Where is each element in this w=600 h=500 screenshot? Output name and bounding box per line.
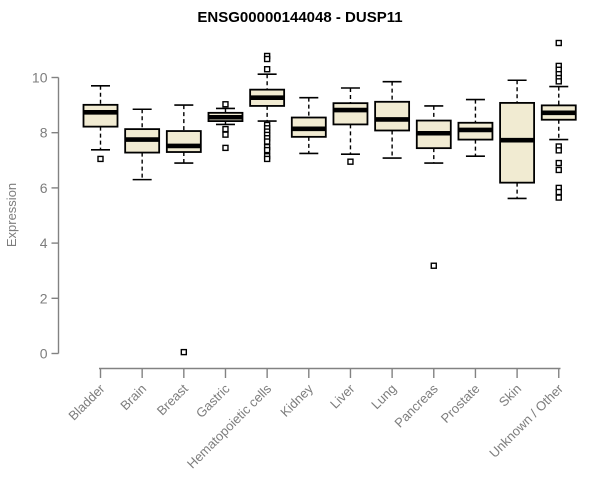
boxplot-prostate — [457, 98, 494, 157]
outlier-point — [263, 155, 271, 163]
y-tick-label: 2 — [40, 290, 48, 306]
category-label-gastric: Gastric — [193, 381, 233, 421]
y-tick-label: 6 — [40, 180, 48, 196]
outlier-point — [555, 78, 562, 85]
boxplot-liver — [332, 87, 369, 165]
boxplot-lung — [374, 80, 411, 159]
chart-title: ENSG00000144048 - DUSP11 — [197, 9, 402, 26]
category-label-bladder: Bladder — [65, 381, 108, 424]
category-label-kidney: Kidney — [277, 381, 316, 420]
outlier-point — [555, 194, 562, 201]
outlier-point — [222, 125, 229, 133]
boxplot-pancreas — [415, 105, 452, 269]
category-label-pancreas: Pancreas — [391, 381, 441, 431]
iqr-box — [82, 103, 119, 128]
outlier-point — [555, 159, 562, 167]
y-tick-label: 0 — [40, 346, 48, 362]
boxplot-brain — [124, 108, 161, 181]
category-label-breast: Breast — [154, 381, 191, 418]
outlier-point — [263, 66, 271, 73]
outlier-point — [97, 155, 104, 163]
outlier-point — [222, 131, 229, 138]
category-label-unknown-other: Unknown / Other — [486, 381, 566, 461]
boxplot-kidney — [290, 96, 327, 155]
outlier-point — [555, 166, 562, 174]
boxplot-breast — [165, 104, 202, 356]
outlier-point — [263, 55, 271, 63]
boxplot-hematopoietic-cells — [249, 52, 286, 163]
outlier-point — [222, 144, 229, 152]
category-label-skin: Skin — [496, 381, 524, 409]
iqr-box — [165, 130, 202, 153]
outlier-point — [347, 158, 354, 165]
boxplot-gastric — [207, 101, 244, 152]
iqr-box — [332, 102, 369, 126]
outlier-point — [180, 348, 188, 356]
outlier-point — [555, 147, 562, 154]
outlier-point — [430, 262, 437, 269]
boxplot-bladder — [82, 84, 119, 163]
outlier-point — [555, 39, 562, 47]
iqr-box — [374, 100, 411, 132]
category-label-brain: Brain — [117, 381, 149, 413]
y-tick-label: 4 — [40, 235, 48, 251]
y-axis-label: Expression — [4, 183, 19, 247]
iqr-box — [499, 101, 536, 184]
outlier-point — [263, 146, 271, 154]
category-label-liver: Liver — [327, 381, 358, 412]
y-tick-label: 8 — [40, 125, 48, 141]
outlier-point — [222, 101, 229, 108]
category-label-prostate: Prostate — [438, 381, 483, 426]
boxplot-skin — [499, 79, 536, 200]
outlier-point — [263, 138, 271, 145]
category-label-lung: Lung — [368, 381, 399, 412]
outlier-point — [555, 188, 562, 196]
boxplot-unknown-other — [540, 39, 577, 201]
y-tick-label: 10 — [32, 70, 48, 86]
